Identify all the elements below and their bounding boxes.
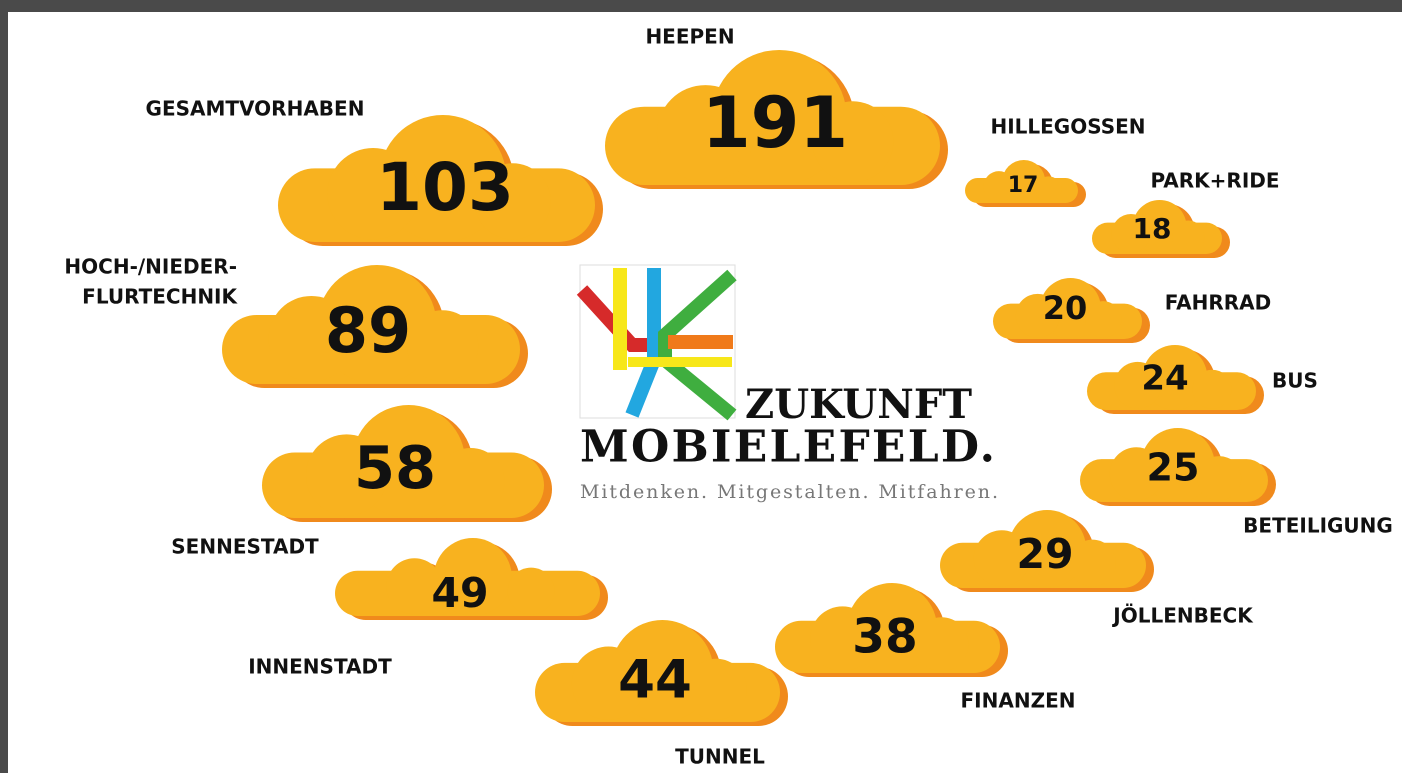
- logo-line: [658, 269, 737, 421]
- cloud-shape: [775, 583, 1000, 673]
- cloud-shape: [1087, 345, 1256, 410]
- logo: ZUKUNFT MOBIELEFELD. Mitdenken. Mitgesta…: [576, 264, 998, 503]
- cloud-label: INNENSTADT: [248, 655, 392, 679]
- cloud-label: HEEPEN: [645, 25, 734, 49]
- cloud-value: 191: [702, 82, 848, 164]
- cloud-label: JÖLLENBECK: [1111, 604, 1254, 628]
- cloud-bump: [507, 567, 555, 615]
- cloud-value: 18: [1133, 212, 1172, 245]
- cloud-shape: [535, 620, 780, 722]
- cloud-bump: [386, 558, 443, 615]
- cloud-value: 17: [1008, 173, 1039, 198]
- cloud: 49 INNENSTADT: [248, 538, 608, 679]
- cloud-bump: [305, 434, 388, 516]
- cloud-shape: [278, 115, 595, 242]
- cloud-bump: [1109, 447, 1164, 501]
- cloud: 103 GESAMTVORHABEN: [146, 97, 603, 246]
- cloud-bump: [1196, 456, 1242, 501]
- cloud-value: 49: [431, 569, 488, 617]
- cloud-label: HILLEGOSSEN: [990, 115, 1145, 139]
- cloud-value: 44: [618, 650, 692, 711]
- cloud-bump: [1035, 176, 1062, 203]
- cloud-label: HOCH-/NIEDER-: [64, 255, 237, 279]
- cloud-shape: [1092, 200, 1222, 254]
- cloud-shape: [605, 50, 940, 185]
- cloud-bump: [1192, 369, 1232, 409]
- cloud-label: PARK+RIDE: [1150, 169, 1279, 193]
- cloud-bump: [810, 606, 875, 672]
- cloud-label: FLURTECHNIK: [82, 285, 238, 309]
- cloud: 58 SENNESTADT: [171, 405, 552, 559]
- cloud-bump: [1015, 293, 1060, 338]
- cloud: 18 PARK+RIDE: [1092, 169, 1280, 258]
- cloud: 17 HILLEGOSSEN: [965, 115, 1146, 207]
- cloud-bump: [1111, 214, 1151, 253]
- cloud-bump: [973, 530, 1030, 587]
- cloud-bump: [474, 163, 551, 240]
- cloud-label: TUNNEL: [675, 745, 765, 769]
- cloud-bump: [406, 310, 479, 382]
- cloud-label: GESAMTVORHABEN: [146, 97, 365, 121]
- cloud: 24 BUS: [1087, 345, 1318, 414]
- cloud-label: FINANZEN: [961, 689, 1076, 713]
- cloud-bump: [656, 85, 755, 183]
- cloud-label: BETEILIGUNG: [1243, 514, 1393, 538]
- cloud-shape: [1080, 428, 1268, 502]
- cloud-value: 20: [1043, 289, 1088, 327]
- cloud: 89 HOCH-/NIEDER- FLURTECHNIK: [64, 255, 528, 388]
- cloud-shape: [940, 510, 1146, 588]
- cloud-shape: [222, 265, 520, 384]
- cloud-value: 25: [1147, 446, 1200, 490]
- logo-line1: ZUKUNFT: [745, 381, 972, 428]
- cloud-bump: [571, 646, 646, 720]
- cloud-bump: [433, 538, 512, 616]
- cloud-label: FAHRRAD: [1165, 291, 1271, 315]
- cloud: 191 HEEPEN: [605, 25, 948, 189]
- cloud-value: 29: [1016, 530, 1073, 578]
- cloud-label: BUS: [1272, 369, 1318, 393]
- cloud-bump: [1114, 361, 1162, 409]
- logo-tagline: Mitdenken. Mitgestalten. Mitfahren.: [580, 481, 998, 503]
- cloud-bump: [327, 148, 419, 240]
- cloud: 25 BETEILIGUNG: [1080, 428, 1393, 538]
- cloud-value: 103: [376, 149, 514, 226]
- logo-line2: MOBIELEFELD.: [580, 422, 995, 473]
- cloud: 29 JÖLLENBECK: [940, 510, 1254, 628]
- cloud: 44 TUNNEL: [535, 620, 788, 769]
- cloud-shape: [965, 160, 1078, 203]
- cloud-value: 38: [852, 610, 917, 665]
- cloud: 20 FAHRRAD: [993, 278, 1271, 343]
- cloud-shape: [335, 538, 600, 616]
- cloud-bump: [1172, 220, 1205, 253]
- cloud-bump: [983, 171, 1015, 203]
- cloud: 38 FINANZEN: [775, 583, 1075, 713]
- cloud-bump: [812, 101, 894, 183]
- cloud-bump: [1084, 301, 1122, 338]
- cloud-shape: [993, 278, 1142, 339]
- cloud-bump: [436, 447, 505, 516]
- cloud-shape: [262, 405, 544, 518]
- cloud-value: 89: [325, 294, 411, 367]
- cloud-bump: [1069, 539, 1116, 587]
- cloud-label: SENNESTADT: [171, 535, 319, 559]
- cloud-value: 58: [354, 433, 436, 502]
- cloud-bump: [914, 617, 969, 672]
- cloud-bump: [685, 658, 747, 720]
- cloud-bump: [268, 295, 355, 382]
- cloud-value: 24: [1141, 359, 1188, 399]
